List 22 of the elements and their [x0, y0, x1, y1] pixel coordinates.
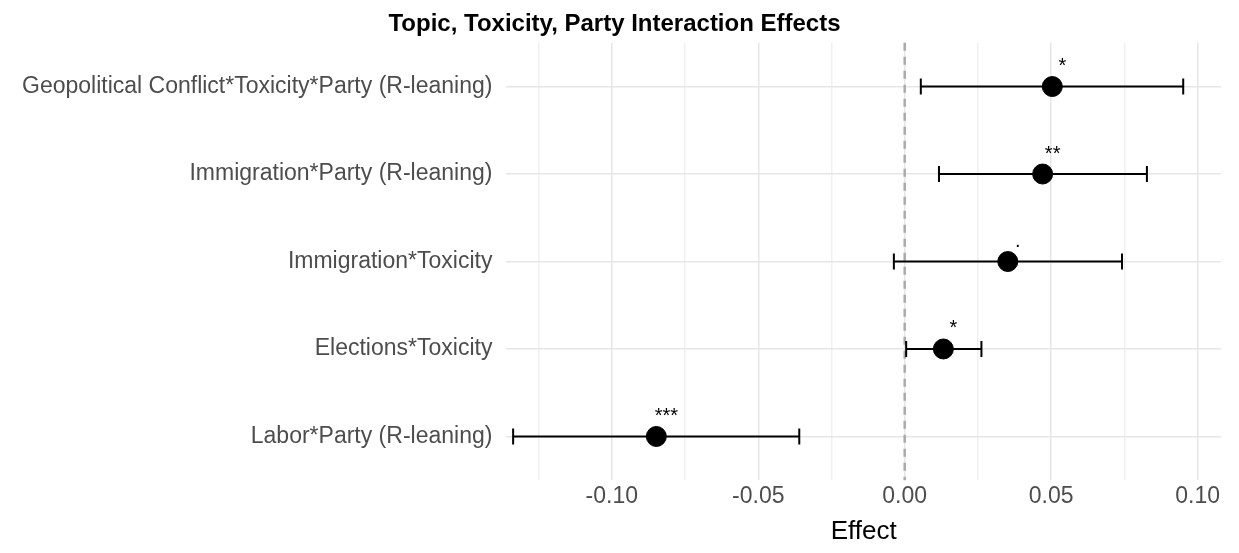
x-tick-label: 0.05 — [1028, 482, 1074, 509]
x-tick-label: -0.10 — [585, 482, 639, 509]
annotation: * — [1058, 54, 1067, 77]
point — [997, 251, 1019, 272]
y-tick-label: Elections*Toxicity — [314, 334, 493, 361]
point — [1041, 76, 1063, 98]
x-tick-label: -0.05 — [732, 482, 785, 509]
x-axis-title: Effect — [830, 514, 898, 545]
chart-title: Topic, Toxicity, Party Interaction Effects — [388, 9, 841, 37]
y-tick-label: Labor*Party (R-leaning) — [250, 421, 493, 448]
annotation: . — [1015, 229, 1021, 252]
x-tick-label: 0.00 — [882, 482, 928, 509]
annotation: * — [949, 316, 958, 339]
x-tick-label: 0.10 — [1175, 482, 1220, 509]
y-tick-label: Immigration*Toxicity — [287, 246, 493, 273]
annotation: ** — [1044, 141, 1061, 164]
y-tick-label: Geopolitical Conflict*Toxicity*Party (R-leaning) — [21, 71, 493, 98]
y-tick-label: Immigration*Party (R-leaning) — [189, 159, 493, 186]
point — [1032, 163, 1054, 185]
point — [645, 425, 667, 447]
annotation: *** — [654, 403, 679, 426]
point — [932, 338, 954, 360]
